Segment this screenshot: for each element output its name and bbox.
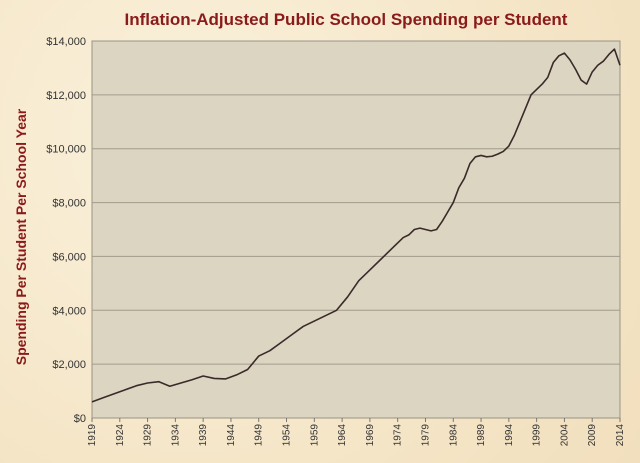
y-tick-label: $0 xyxy=(74,413,86,425)
y-tick-label: $2,000 xyxy=(52,359,86,371)
x-tick-label: 2009 xyxy=(587,424,598,447)
x-tick-label: 1999 xyxy=(532,424,543,447)
x-tick-label: 1954 xyxy=(282,424,293,447)
x-tick-label: 1929 xyxy=(143,424,154,447)
x-tick-label: 1934 xyxy=(170,424,181,447)
series-line-spending xyxy=(91,48,621,403)
x-tick-label: 1944 xyxy=(226,424,237,447)
x-tick-label: 1949 xyxy=(254,424,265,447)
x-tick-label: 1994 xyxy=(504,424,515,447)
x-tick-label: 1919 xyxy=(87,424,98,447)
grid-lines xyxy=(92,94,620,365)
y-tick-label: $4,000 xyxy=(52,305,86,317)
x-tick-label: 1939 xyxy=(198,424,209,447)
y-tick-label: $14,000 xyxy=(46,36,86,48)
y-tick-label: $8,000 xyxy=(52,198,86,210)
plot-area xyxy=(91,40,621,419)
chart-title: Inflation-Adjusted Public School Spendin… xyxy=(125,10,568,29)
x-tick-label: 1974 xyxy=(393,424,404,447)
x-axis-ticks: 1919 1924 1929 1934 1939 1944 1949 1954 1959 1964… xyxy=(87,418,626,446)
x-tick-label: 1969 xyxy=(365,424,376,447)
x-tick-label: 1924 xyxy=(115,424,126,447)
x-tick-label: 2004 xyxy=(559,424,570,447)
x-tick-label: 2014 xyxy=(615,424,626,447)
x-tick-label: 1979 xyxy=(420,424,431,447)
y-tick-label: $6,000 xyxy=(52,251,86,263)
x-tick-label: 1964 xyxy=(337,424,348,447)
y-axis-label: Spending Per Student Per School Year xyxy=(13,108,29,365)
y-tick-label: $12,000 xyxy=(46,90,86,102)
y-tick-label: $10,000 xyxy=(46,144,86,156)
x-tick-label: 1959 xyxy=(309,424,320,447)
y-axis-ticks: $0 $2,000 $4,000 $6,000 $8,000 $10,000 $12,000… xyxy=(46,36,86,425)
x-tick-label: 1984 xyxy=(448,424,459,447)
x-tick-label: 1989 xyxy=(476,424,487,447)
